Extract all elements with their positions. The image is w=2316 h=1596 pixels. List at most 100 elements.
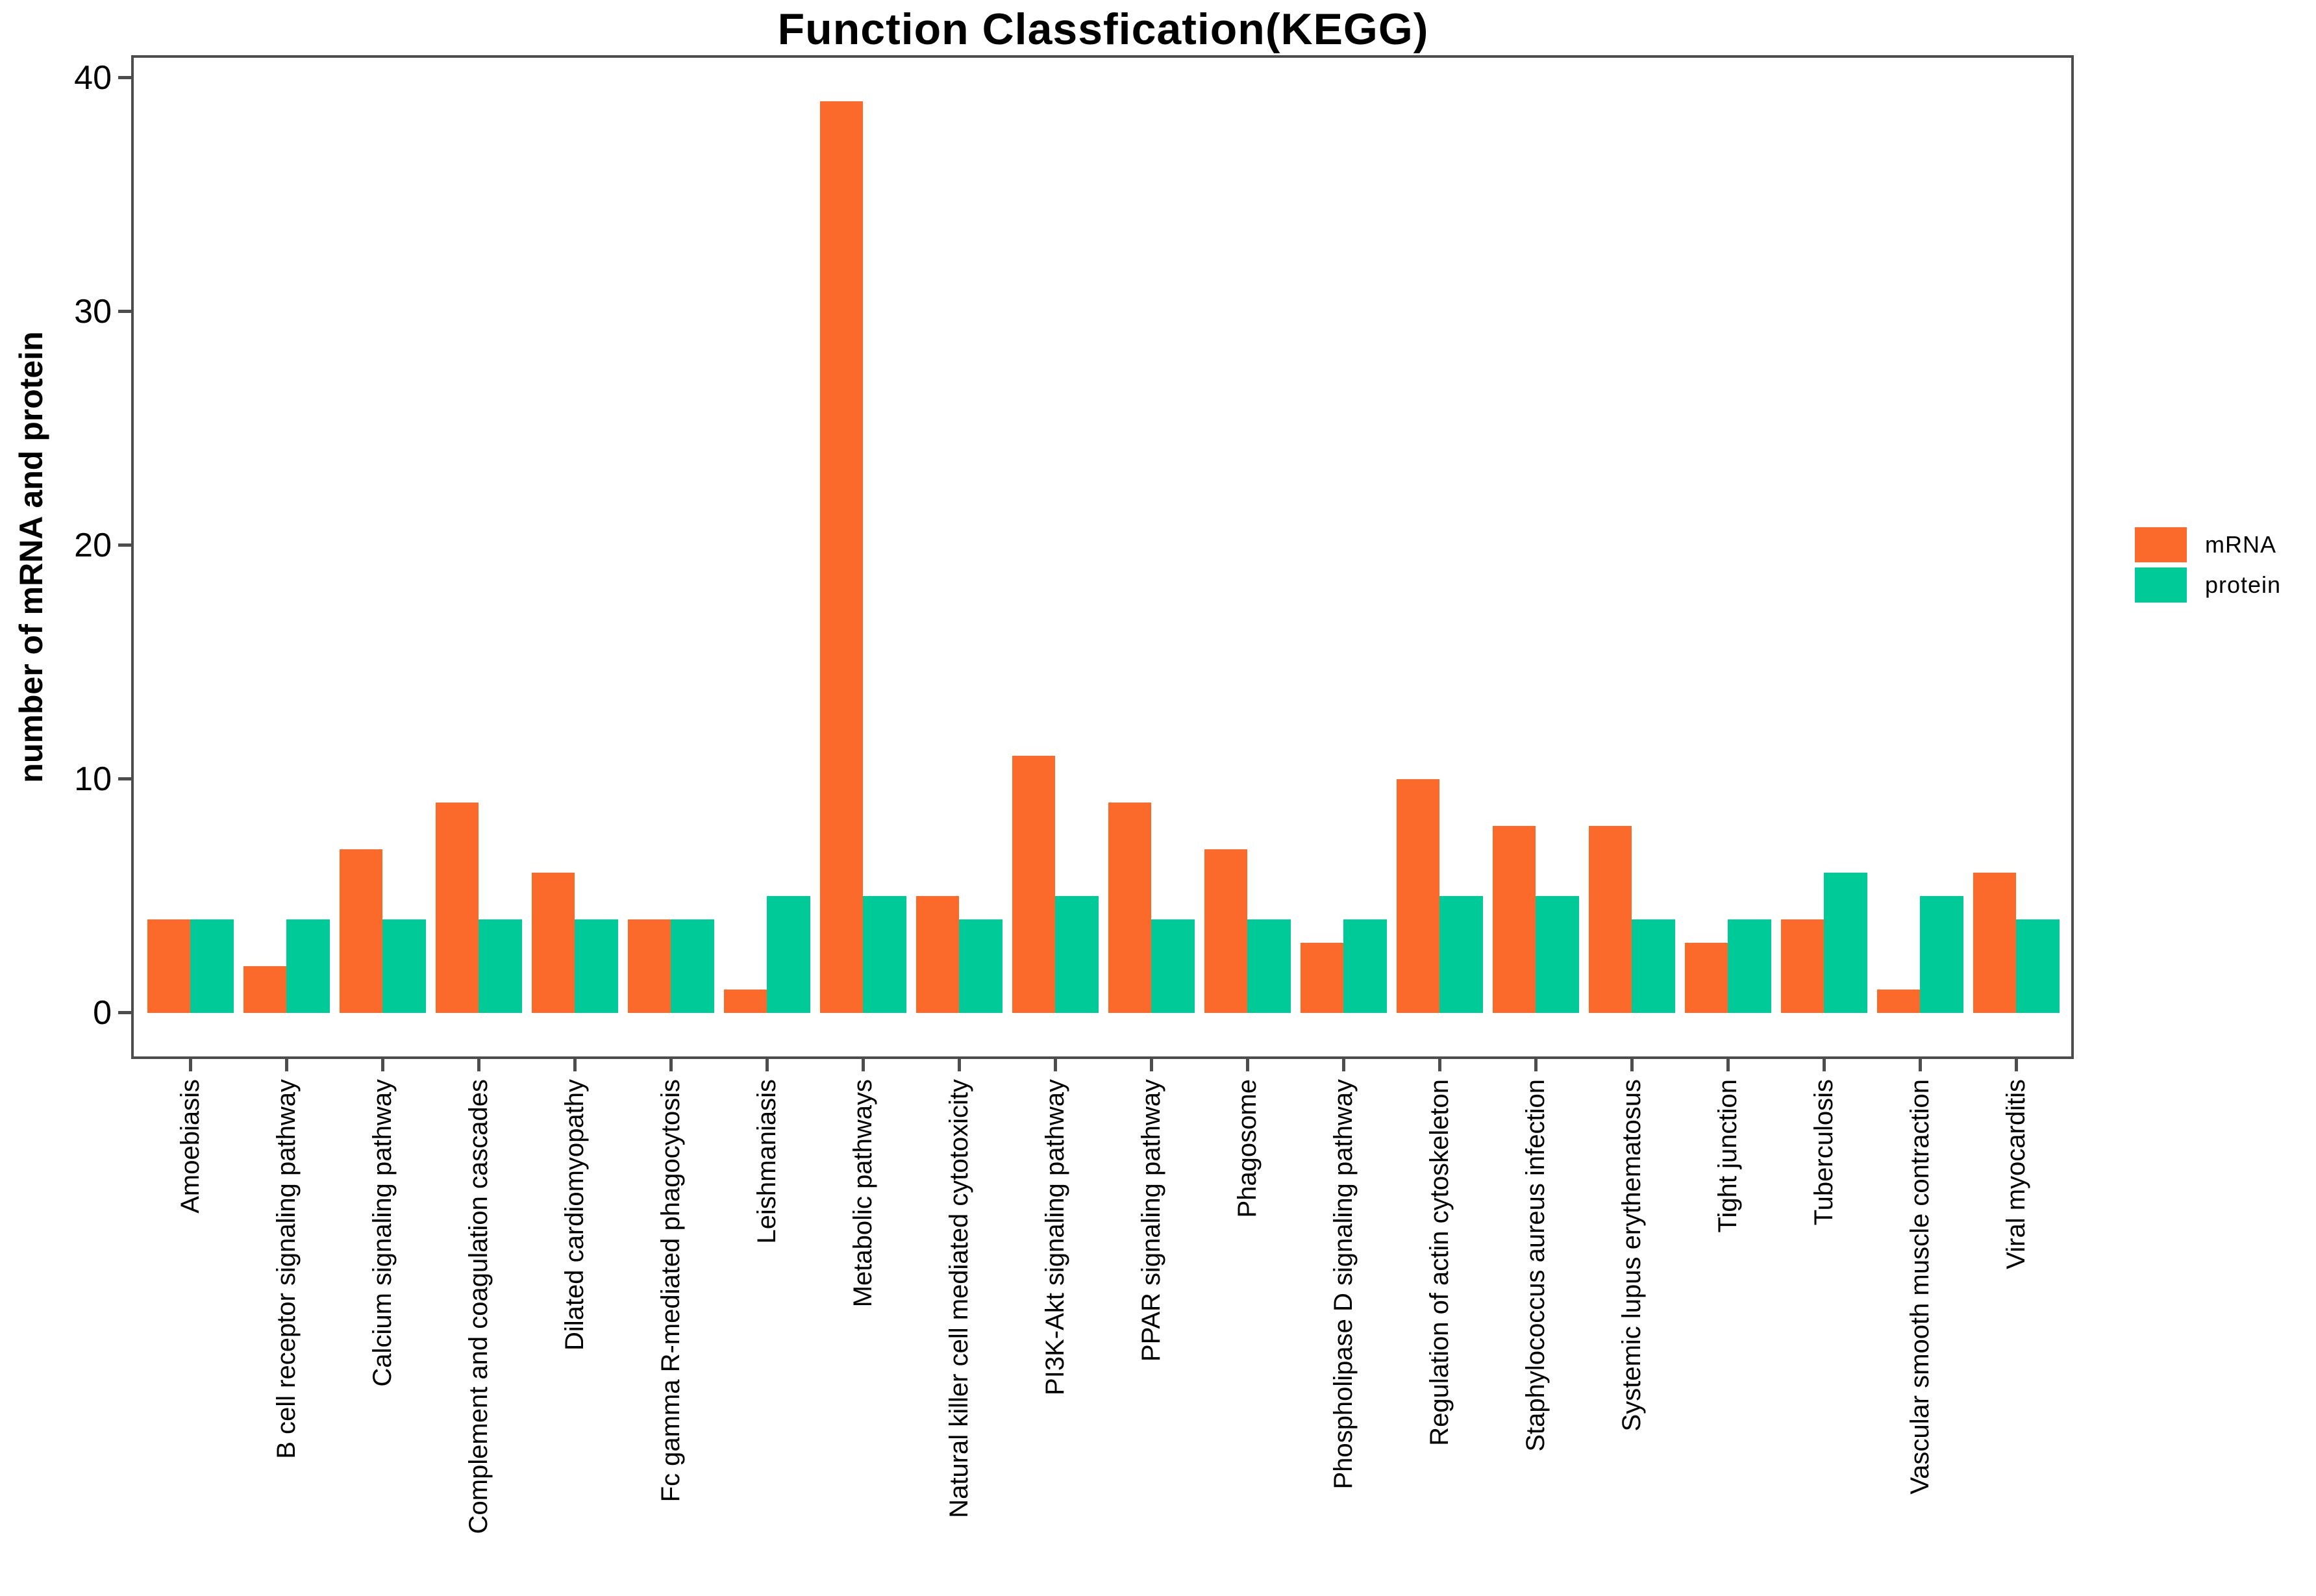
y-tick-label-0: 0 <box>93 993 112 1032</box>
y-tick-label-40: 40 <box>74 58 112 97</box>
bar-protein-14 <box>1439 895 1483 1013</box>
bar-mRNA-17 <box>1684 942 1728 1013</box>
x-tick-mark-18 <box>1822 1057 1826 1071</box>
plot-panel <box>131 55 2074 1059</box>
x-tick-mark-20 <box>2014 1057 2018 1071</box>
x-tick-label-4: Complement and coagulation cascades <box>464 1079 493 1534</box>
bar-mRNA-15 <box>1492 825 1536 1013</box>
x-tick-mark-6 <box>669 1057 673 1071</box>
bar-mRNA-14 <box>1396 779 1439 1013</box>
x-tick-mark-11 <box>1149 1057 1153 1071</box>
x-tick-label-17: Tight junction <box>1713 1079 1742 1233</box>
bar-protein-19 <box>1920 895 1963 1013</box>
bar-mRNA-1 <box>147 919 190 1013</box>
bar-mRNA-20 <box>1973 872 2016 1013</box>
x-tick-label-3: Calcium signaling pathway <box>368 1079 397 1387</box>
x-tick-label-18: Tuberculosis <box>1810 1079 1838 1226</box>
bar-protein-8 <box>863 895 906 1013</box>
x-tick-label-12: Phagosome <box>1233 1079 1262 1218</box>
x-tick-label-8: Metabolic pathways <box>849 1079 877 1308</box>
bar-mRNA-13 <box>1300 942 1343 1013</box>
bar-mRNA-12 <box>1204 849 1247 1013</box>
y-tick-label-10: 10 <box>74 760 112 798</box>
x-tick-label-13: Phospholipase D signaling pathway <box>1329 1079 1358 1490</box>
bar-protein-10 <box>1055 895 1099 1013</box>
bar-protein-3 <box>382 919 426 1013</box>
x-tick-mark-15 <box>1534 1057 1538 1071</box>
y-tick-mark-10 <box>118 777 132 780</box>
x-tick-mark-7 <box>765 1057 769 1071</box>
x-tick-mark-17 <box>1726 1057 1730 1071</box>
x-tick-label-20: Viral myocarditis <box>2002 1079 2030 1269</box>
bar-mRNA-5 <box>531 872 575 1013</box>
bar-mRNA-6 <box>627 919 671 1013</box>
y-tick-label-30: 30 <box>74 292 112 330</box>
x-tick-mark-3 <box>380 1057 384 1071</box>
bar-protein-16 <box>1632 919 1675 1013</box>
legend: mRNA protein <box>2135 527 2281 608</box>
y-tick-label-20: 20 <box>74 526 112 564</box>
bar-protein-7 <box>767 895 810 1013</box>
bar-protein-1 <box>190 919 234 1013</box>
bar-protein-18 <box>1824 872 1867 1013</box>
legend-item-protein: protein <box>2135 567 2281 603</box>
bar-mRNA-2 <box>243 966 286 1013</box>
x-tick-mark-9 <box>957 1057 961 1071</box>
x-tick-mark-12 <box>1245 1057 1249 1071</box>
x-tick-label-14: Regulation of actin cytoskeleton <box>1425 1079 1454 1446</box>
x-tick-mark-5 <box>573 1057 577 1071</box>
x-tick-mark-2 <box>284 1057 288 1071</box>
legend-label-mrna: mRNA <box>2205 531 2276 558</box>
y-tick-mark-20 <box>118 543 132 547</box>
bar-protein-4 <box>479 919 522 1013</box>
y-tick-mark-30 <box>118 310 132 313</box>
bar-mRNA-16 <box>1588 825 1632 1013</box>
x-tick-label-9: Natural killer cell mediated cytotoxicit… <box>945 1079 973 1518</box>
bar-protein-13 <box>1343 919 1387 1013</box>
bar-mRNA-4 <box>435 802 479 1013</box>
bar-mRNA-9 <box>915 895 959 1013</box>
x-tick-mark-4 <box>477 1057 480 1071</box>
x-tick-label-5: Dilated cardiomyopathy <box>560 1079 589 1351</box>
x-tick-label-15: Staphylococcus aureus infection <box>1521 1079 1550 1452</box>
x-tick-mark-16 <box>1630 1057 1634 1071</box>
bar-protein-20 <box>2016 919 2060 1013</box>
bar-protein-6 <box>671 919 714 1013</box>
x-tick-label-1: Amoebiasis <box>176 1079 205 1214</box>
chart-title: Function Classfication(KEGG) <box>777 5 1429 54</box>
x-tick-mark-13 <box>1341 1057 1345 1071</box>
bar-protein-11 <box>1151 919 1195 1013</box>
y-tick-mark-40 <box>118 76 132 79</box>
legend-label-protein: protein <box>2205 571 2282 598</box>
bar-mRNA-3 <box>339 849 382 1013</box>
bar-protein-2 <box>286 919 330 1013</box>
bar-mRNA-7 <box>723 989 767 1013</box>
legend-item-mrna: mRNA <box>2135 527 2281 562</box>
x-tick-label-11: PPAR signaling pathway <box>1137 1079 1165 1362</box>
x-tick-label-16: Systemic lupus erythematosus <box>1617 1079 1646 1432</box>
x-tick-label-10: PI3K-Akt signaling pathway <box>1041 1079 1069 1395</box>
bar-mRNA-18 <box>1780 919 1824 1013</box>
bar-mRNA-8 <box>819 101 863 1013</box>
x-tick-mark-10 <box>1053 1057 1057 1071</box>
bar-protein-17 <box>1728 919 1771 1013</box>
x-tick-label-6: Fc gamma R-mediated phagocytosis <box>656 1079 685 1502</box>
bar-protein-9 <box>959 919 1002 1013</box>
x-tick-mark-1 <box>188 1057 192 1071</box>
legend-swatch-protein-icon <box>2135 567 2187 603</box>
x-tick-mark-8 <box>861 1057 865 1071</box>
bar-mRNA-10 <box>1012 755 1055 1013</box>
x-tick-mark-19 <box>1918 1057 1922 1071</box>
x-tick-label-2: B cell receptor signaling pathway <box>272 1079 301 1459</box>
x-tick-label-7: Leishmaniasis <box>753 1079 781 1244</box>
x-tick-label-19: Vascular smooth muscle contraction <box>1906 1079 1934 1495</box>
y-tick-mark-0 <box>118 1011 132 1014</box>
bar-protein-12 <box>1247 919 1291 1013</box>
x-tick-mark-14 <box>1438 1057 1441 1071</box>
bar-protein-15 <box>1536 895 1579 1013</box>
legend-swatch-mrna-icon <box>2135 527 2187 562</box>
bar-mRNA-11 <box>1108 802 1151 1013</box>
bar-protein-5 <box>575 919 618 1013</box>
bar-mRNA-19 <box>1876 989 1920 1013</box>
